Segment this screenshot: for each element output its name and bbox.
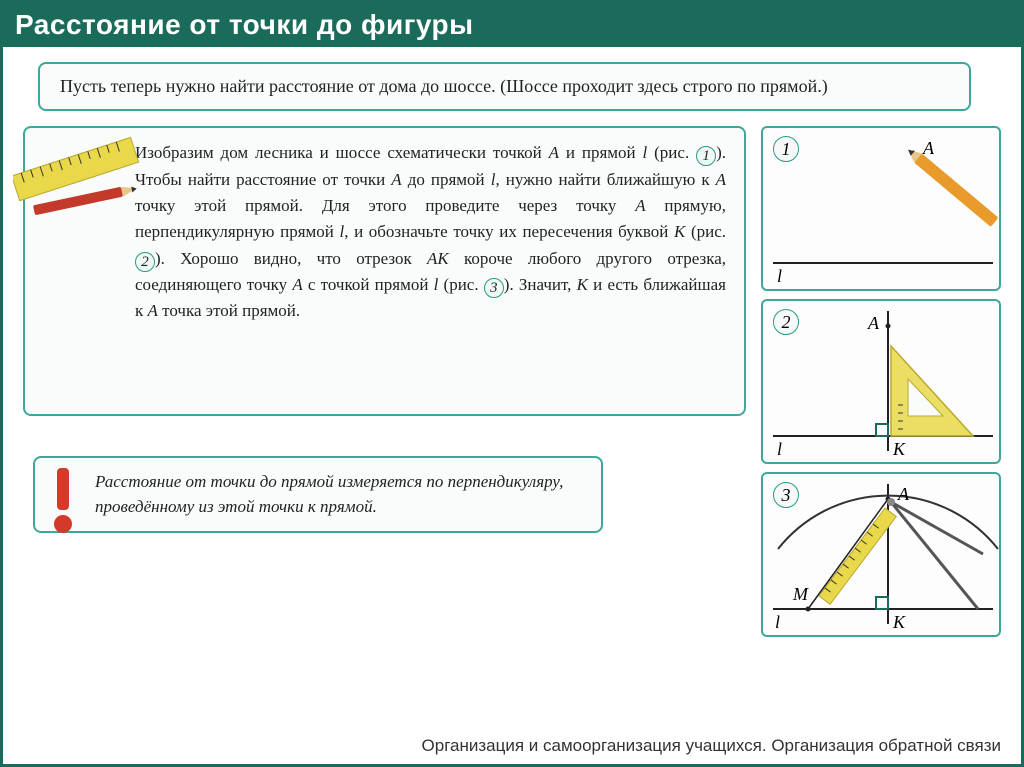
figure-1: 1 A l (761, 126, 1001, 291)
figure-number: 2 (773, 309, 799, 335)
figure-3: 3 (761, 472, 1001, 637)
title-text: Расстояние от точки до фигуры (15, 9, 474, 40)
label-A: A (868, 313, 879, 334)
exclamation-icon (43, 466, 83, 536)
figure-number: 3 (773, 482, 799, 508)
intro-paragraph: Пусть теперь нужно найти расстояние от д… (38, 62, 971, 111)
note-text: Расстояние от точки до прямой измеряется… (95, 472, 563, 516)
intro-text: Пусть теперь нужно найти расстояние от д… (60, 76, 828, 96)
label-l: l (777, 439, 782, 460)
content-area: Пусть теперь нужно найти расстояние от д… (3, 47, 1021, 637)
main-row: Изобразим дом лесника и шоссе схематичес… (23, 126, 1001, 637)
footer-text: Организация и самоорганизация учащихся. … (422, 736, 1001, 756)
text-column: Изобразим дом лесника и шоссе схематичес… (23, 126, 746, 533)
label-l: l (777, 266, 782, 287)
fig-ref-3: 3 (484, 278, 504, 298)
fig-ref-2: 2 (135, 252, 155, 272)
label-A: A (923, 138, 934, 159)
label-l: l (775, 612, 780, 633)
page-title: Расстояние от точки до фигуры (3, 3, 1021, 47)
label-A: A (898, 484, 909, 505)
note-box: Расстояние от точки до прямой измеряется… (33, 456, 603, 533)
label-K: K (893, 612, 905, 633)
ruler-pencil-icon (13, 126, 143, 246)
figure-2: 2 A l K (761, 299, 1001, 464)
figures-column: 1 A l 2 (761, 126, 1001, 637)
fig-ref-1: 1 (696, 146, 716, 166)
figure-number: 1 (773, 136, 799, 162)
label-M: M (793, 584, 808, 605)
label-K: K (893, 439, 905, 460)
